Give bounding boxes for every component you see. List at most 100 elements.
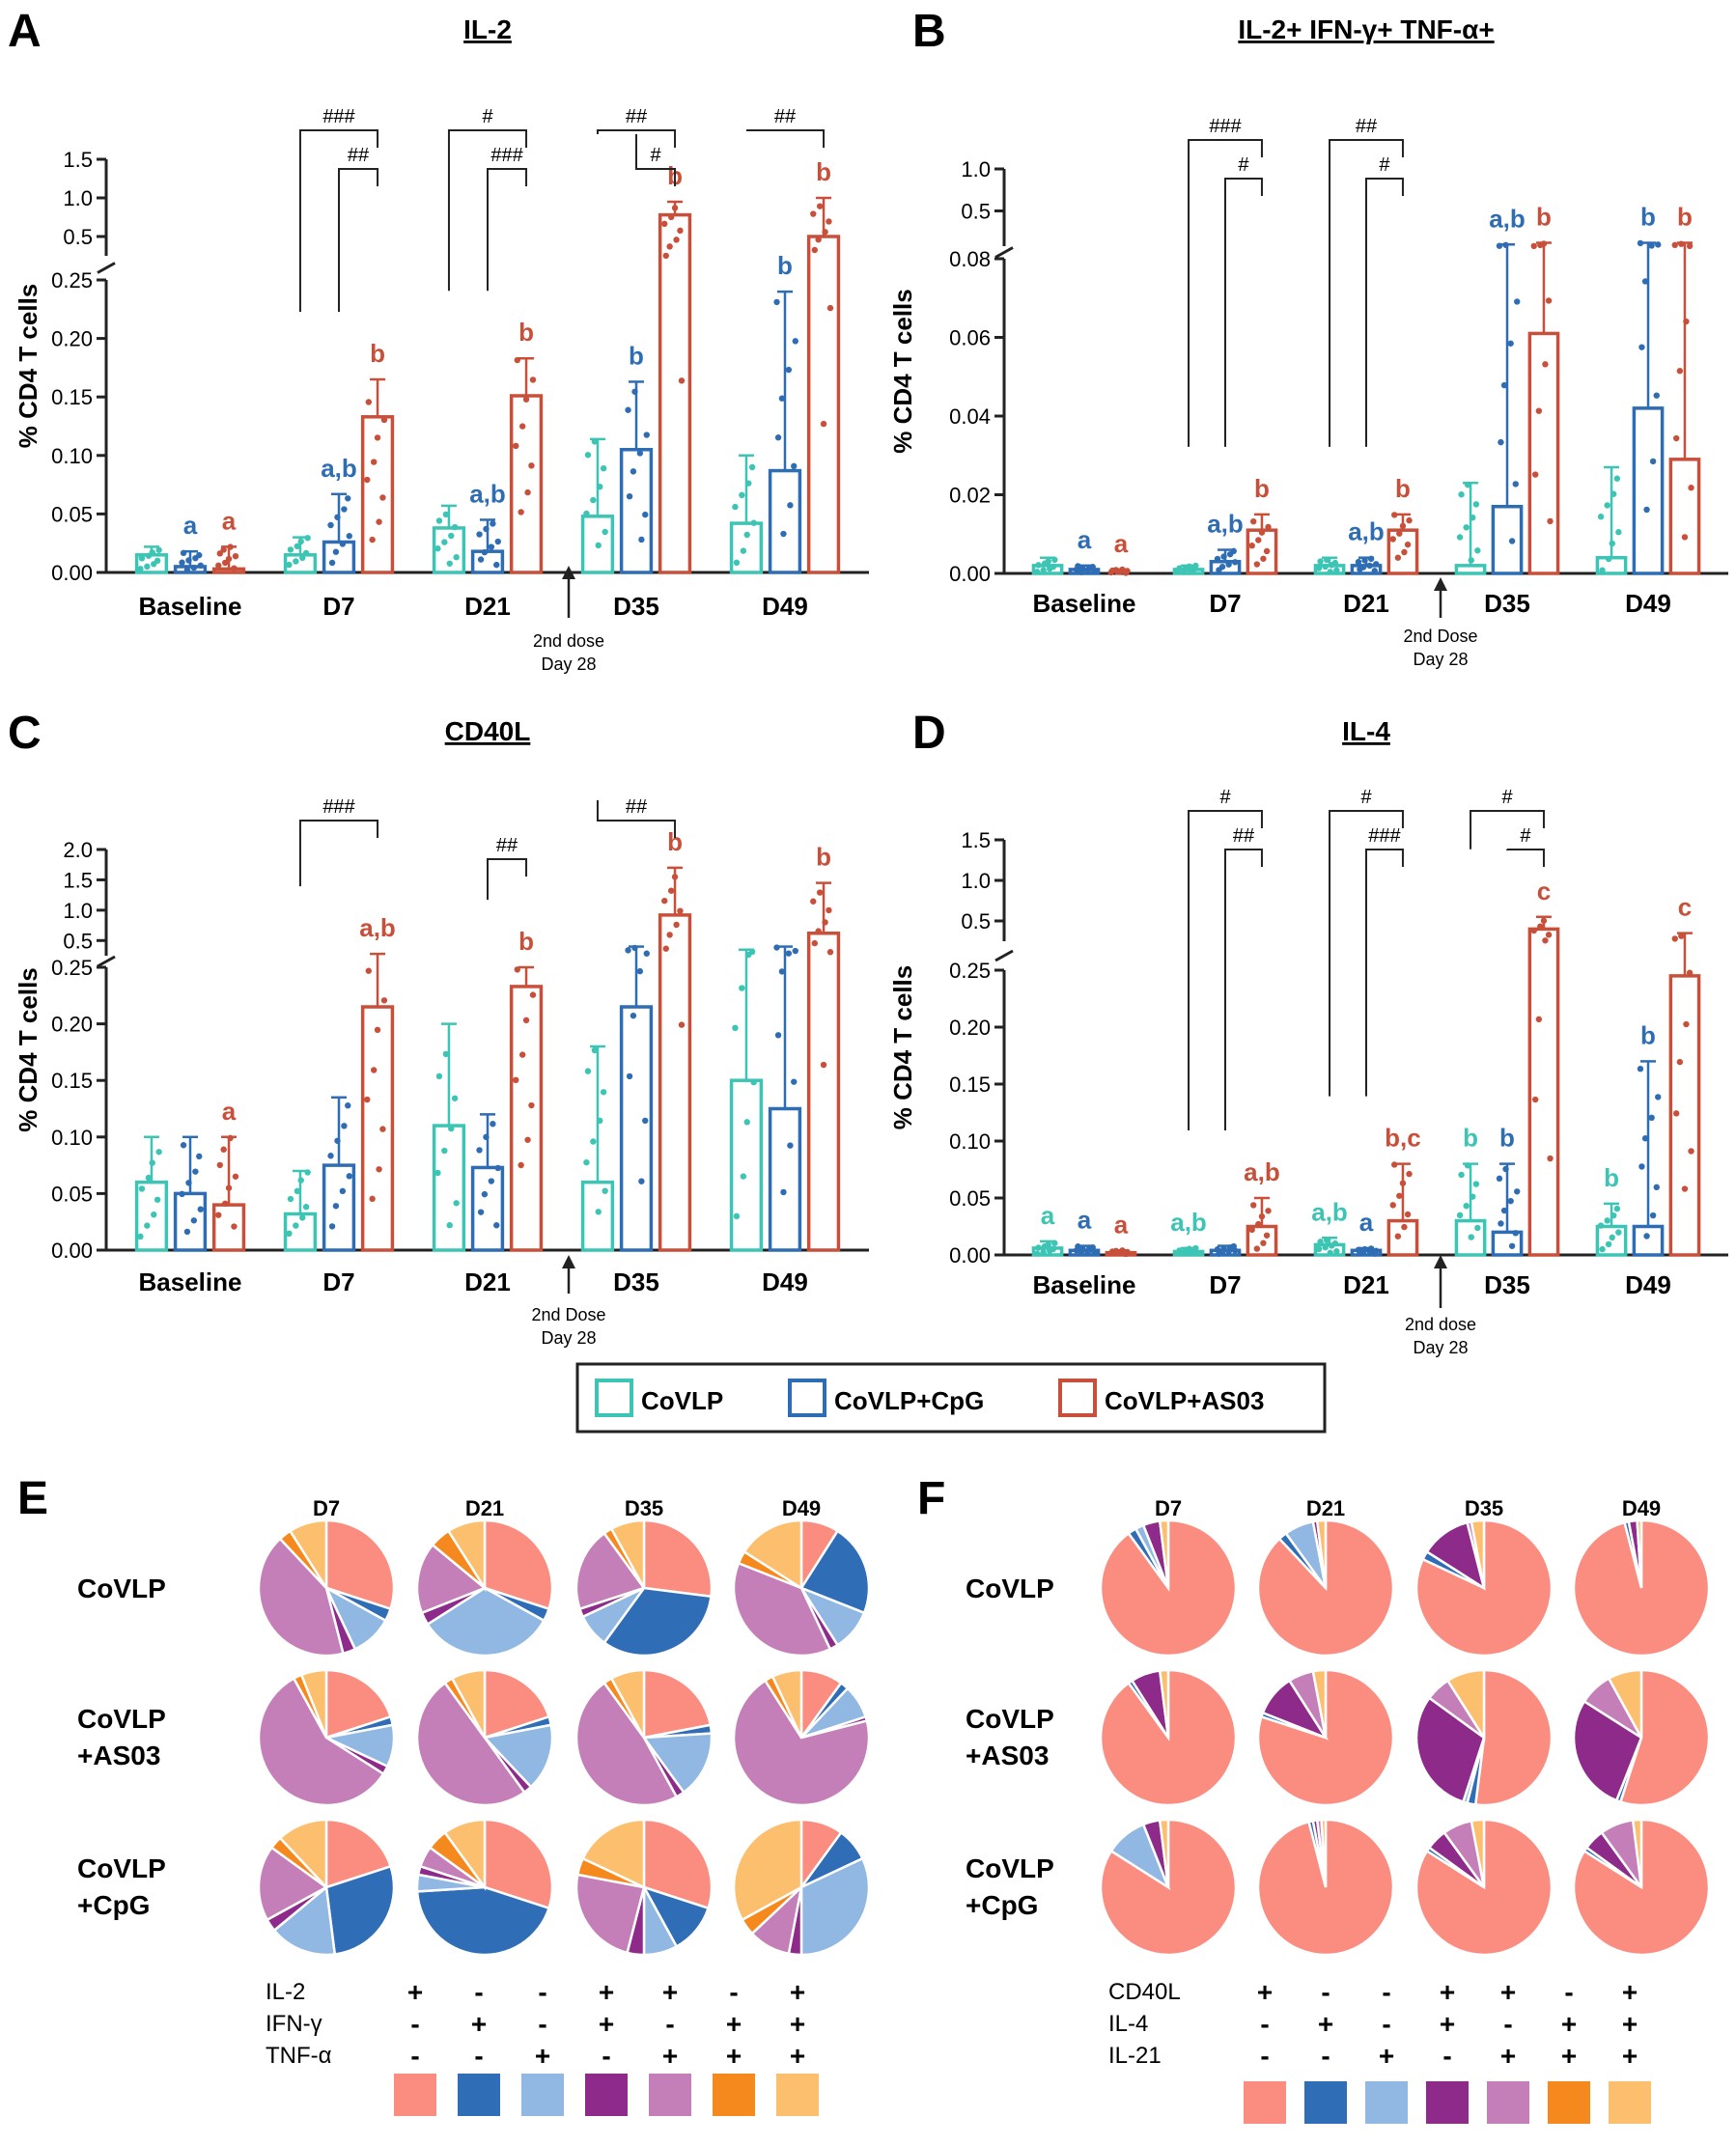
data-point: [293, 1222, 298, 1228]
data-point: [1391, 512, 1397, 517]
y-tick-label: 0.02: [949, 484, 991, 508]
key-sign: -: [474, 2041, 483, 2071]
data-point: [1610, 491, 1616, 497]
significance-bracket: [746, 130, 824, 148]
bar: [660, 915, 690, 1250]
data-point: [590, 1138, 596, 1144]
data-point: [793, 338, 798, 344]
data-point: [299, 1214, 305, 1220]
data-point: [668, 887, 674, 893]
data-point: [489, 1178, 494, 1184]
data-point: [1688, 485, 1694, 490]
figure: A IL-2% CD4 T cells0.000.050.100.150.200.…: [0, 0, 1736, 2145]
data-point: [1109, 568, 1115, 573]
pie-column-title: D21: [465, 1496, 504, 1520]
y-tick-label: 0.08: [949, 247, 991, 271]
data-point: [371, 1067, 377, 1072]
data-point: [1329, 562, 1334, 568]
significance-letter: b: [816, 157, 831, 186]
data-point: [673, 237, 679, 242]
data-point: [1216, 1250, 1221, 1256]
x-tick-label-d49: D49: [1625, 1270, 1671, 1299]
y-tick-label: 1.5: [961, 828, 991, 852]
data-point: [434, 1170, 440, 1176]
data-point: [184, 1229, 190, 1235]
data-point: [1673, 435, 1679, 441]
significance-label: #: [1379, 154, 1390, 176]
data-point: [602, 529, 607, 535]
x-tick-label-baseline: Baseline: [139, 592, 242, 621]
data-point: [364, 1097, 370, 1102]
data-point: [734, 560, 740, 566]
key-sign: -: [1260, 2009, 1269, 2039]
key-sign: -: [474, 1977, 483, 2007]
pie-row-label: CoVLP: [966, 1853, 1054, 1883]
data-point: [304, 535, 310, 541]
data-point: [1465, 1162, 1470, 1168]
bar: [473, 551, 503, 572]
data-point: [196, 1154, 202, 1159]
data-point: [369, 1196, 375, 1202]
significance-bracket: [1225, 850, 1262, 1130]
legend-label: CoVLP+AS03: [1105, 1386, 1264, 1415]
data-point: [1396, 1193, 1402, 1199]
significance-label: ##: [496, 835, 518, 856]
bar: [583, 1183, 613, 1250]
data-point: [1654, 392, 1660, 398]
data-point: [447, 1222, 453, 1228]
key-marker-label: CD40L: [1108, 1979, 1181, 2005]
data-point: [1034, 569, 1040, 574]
significance-bracket: [1366, 850, 1403, 1097]
y-tick-label: 0.5: [63, 225, 93, 249]
key-marker-label: IFN-γ: [266, 2011, 322, 2037]
data-point: [630, 468, 636, 474]
data-point: [231, 1223, 237, 1229]
data-point: [1192, 1245, 1198, 1251]
data-point: [1547, 518, 1553, 524]
data-point: [489, 543, 494, 549]
pie-column-title: D7: [1155, 1496, 1182, 1520]
significance-bracket: [1470, 811, 1544, 850]
key-swatch: [458, 2074, 500, 2116]
data-point: [1040, 1249, 1046, 1255]
data-point: [1265, 1208, 1271, 1213]
y-tick-label: 0.10: [949, 1129, 991, 1154]
data-point: [1260, 556, 1266, 562]
data-point: [625, 947, 630, 953]
data-point: [1361, 1246, 1367, 1252]
dose-arrow-head: [562, 1255, 575, 1268]
data-point: [139, 555, 145, 561]
data-point: [679, 377, 685, 383]
data-point: [155, 547, 161, 553]
data-point: [1537, 242, 1543, 248]
data-point: [741, 547, 746, 553]
data-point: [215, 563, 221, 569]
data-point: [1109, 1248, 1115, 1254]
significance-label: ###: [1368, 825, 1401, 847]
data-point: [1599, 568, 1605, 573]
panel-a: A IL-2% CD4 T cells0.000.050.100.150.200.…: [8, 6, 869, 674]
data-point: [1470, 1193, 1475, 1199]
axis-break-mark: [995, 248, 1013, 258]
pie-row-label: CoVLP: [966, 1574, 1054, 1603]
significance-letter: b: [629, 341, 644, 370]
dose-note-line2: Day 28: [541, 1328, 596, 1348]
data-point: [673, 922, 679, 928]
significance-label: #: [650, 145, 661, 166]
axis-break-mark: [98, 264, 115, 273]
y-tick-label: 0.5: [961, 909, 991, 933]
data-point: [222, 1201, 228, 1207]
key-swatch: [521, 2074, 564, 2116]
significance-letter: b: [1463, 1124, 1478, 1153]
data-point: [596, 1209, 602, 1214]
data-point: [1215, 556, 1220, 562]
data-point: [1264, 548, 1270, 554]
data-point: [750, 520, 756, 526]
data-point: [375, 1027, 380, 1033]
significance-letter: b: [518, 927, 534, 956]
data-point: [1390, 1202, 1396, 1208]
bar: [214, 569, 244, 572]
data-point: [1615, 529, 1621, 535]
data-point: [817, 889, 823, 895]
legend-swatch: [1060, 1380, 1095, 1415]
